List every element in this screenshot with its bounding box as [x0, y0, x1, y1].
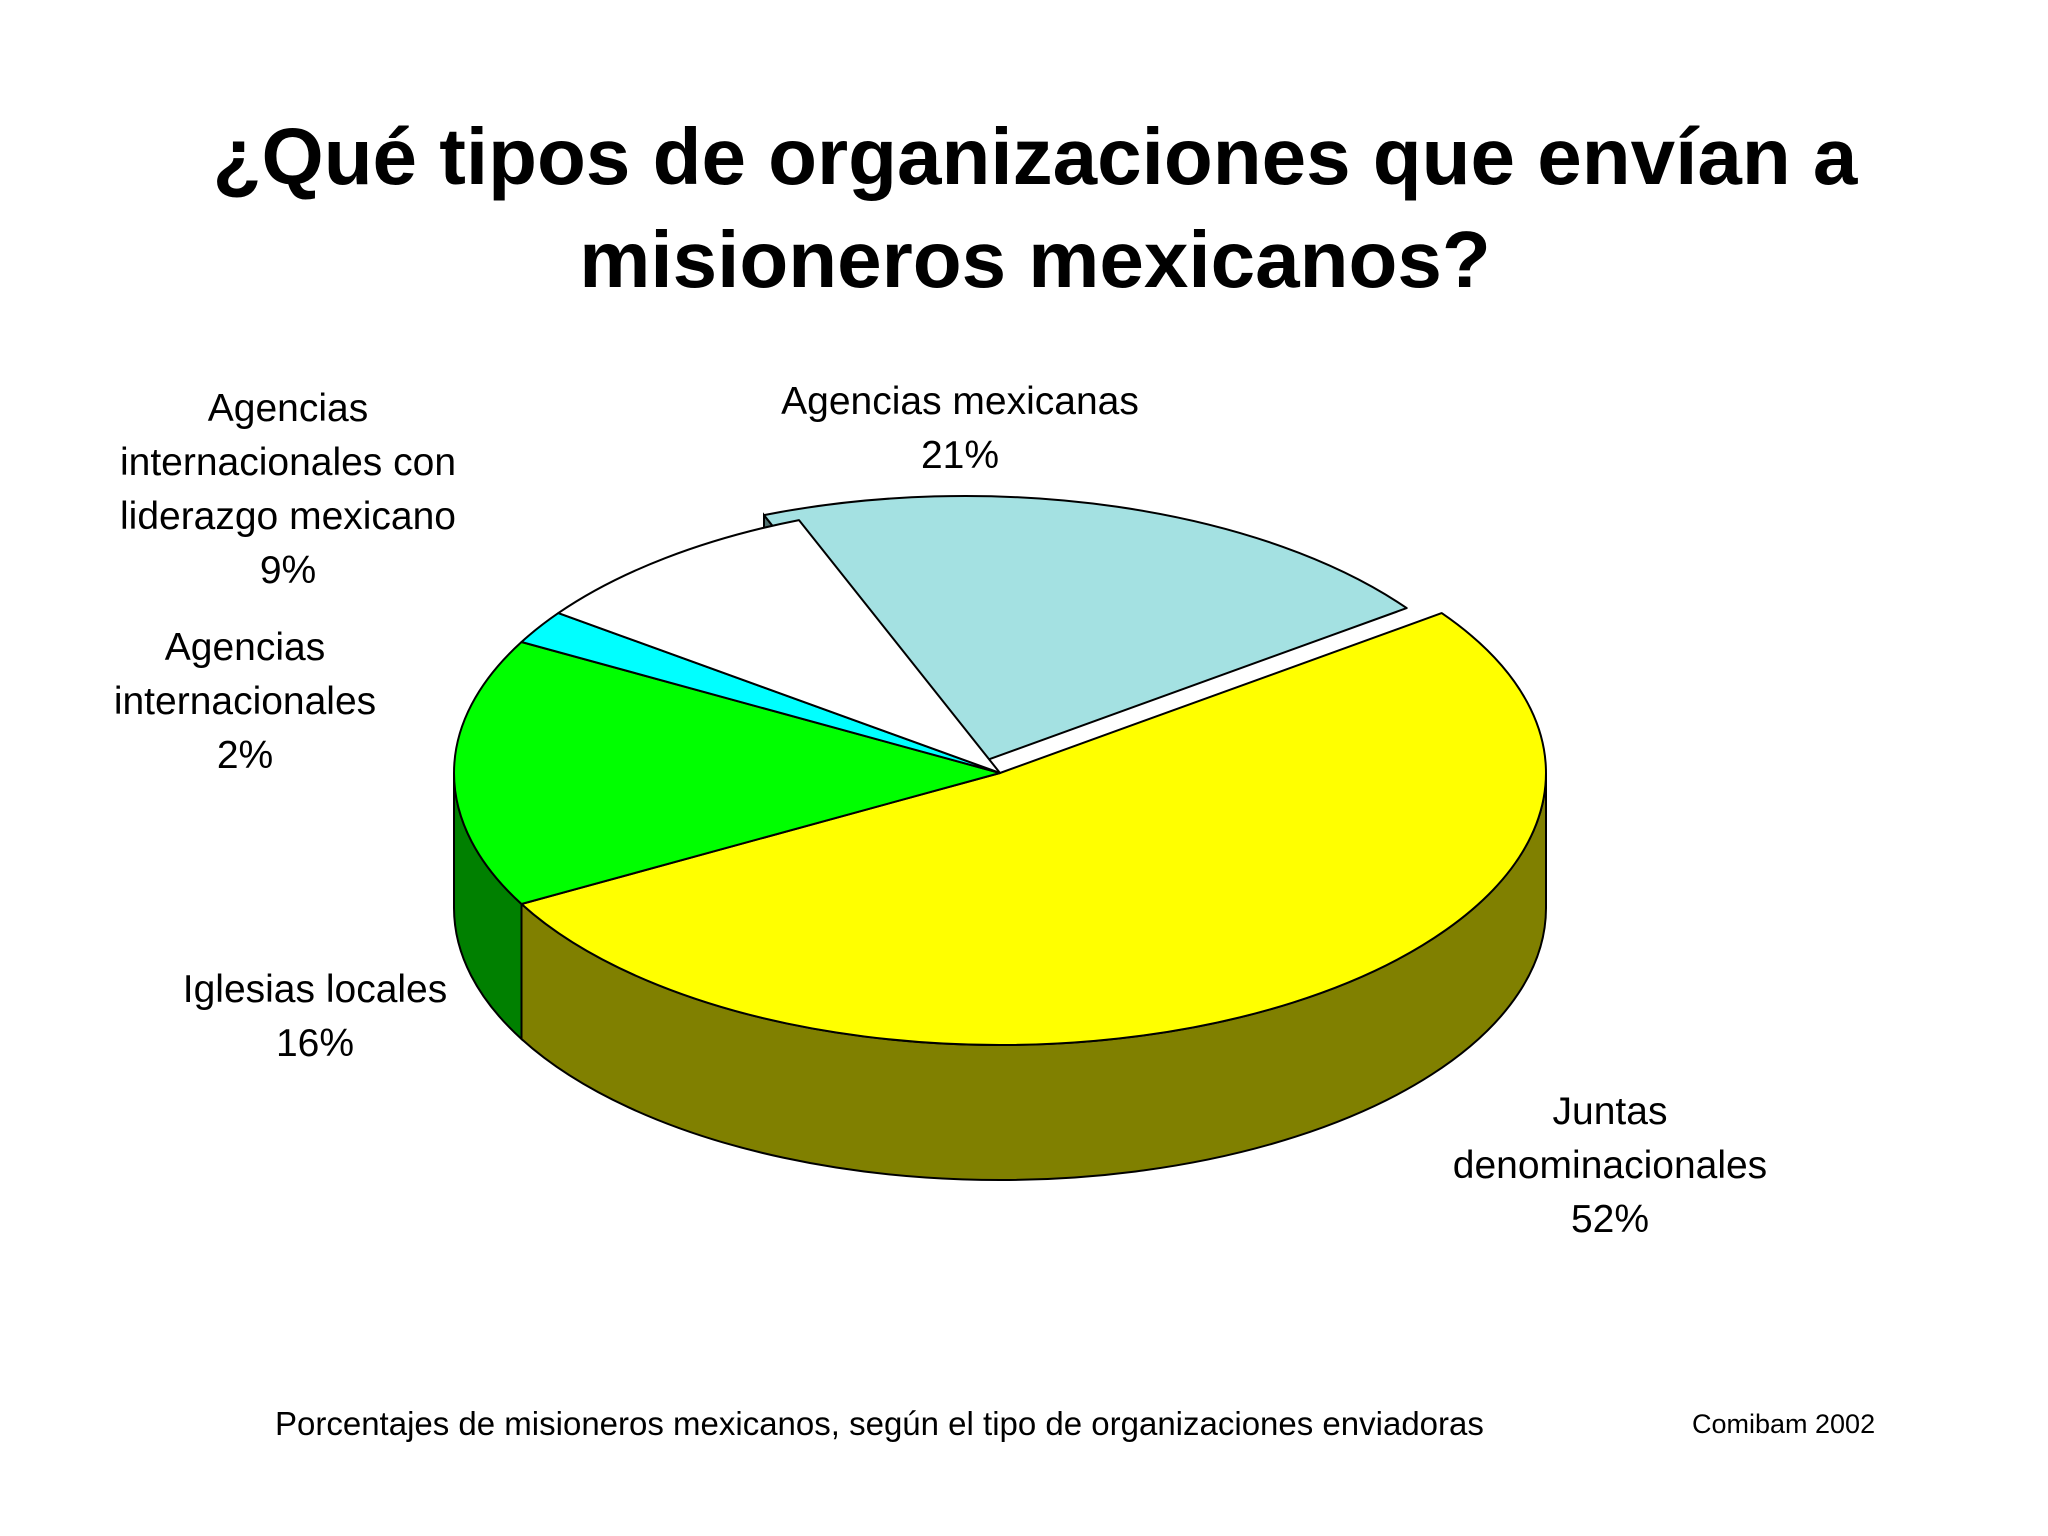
slice-value-label: 21% [920, 434, 1000, 477]
slice-label-agencias-liderazgo-mexicano: Agencias internacionales con liderazgo m… [98, 382, 478, 598]
slice-label-line: Iglesias locales [182, 968, 448, 1011]
slice-label-line: internacionales con [119, 441, 457, 484]
pie-slice-4-top [557, 519, 1001, 774]
slice-label-agencias-internacionales: Agencias internacionales 2% [80, 621, 410, 783]
slice-value-label: 9% [259, 549, 317, 592]
pie-slice-2-top [453, 641, 1001, 905]
slice-label-line: Agencias [164, 626, 326, 669]
slice-value-label: 52% [1570, 1198, 1650, 1241]
slice-value-label: 2% [216, 734, 274, 777]
slice-label-agencias-mexicanas: Agencias mexicanas 21% [740, 375, 1180, 483]
slice-label-line: denominacionales [1452, 1144, 1768, 1187]
chart-caption: Porcentajes de misioneros mexicanos, seg… [275, 1405, 1484, 1442]
slice-label-line: Agencias [207, 387, 369, 430]
slice-label-line: internacionales [113, 680, 377, 723]
chart-title-line-2: misioneros mexicanos? [579, 215, 1491, 304]
chart-title: ¿Qué tipos de organizaciones que envían … [0, 105, 2048, 311]
slice-label-line: Agencias mexicanas [781, 380, 1139, 423]
slice-label-line: liderazgo mexicano [119, 495, 456, 538]
chart-source: Comibam 2002 [1692, 1409, 1876, 1439]
slice-label-juntas-denominacionales: Juntas denominacionales 52% [1380, 1085, 1840, 1247]
slice-value-label: 16% [275, 1022, 355, 1065]
slice-label-line: Juntas [1552, 1090, 1668, 1133]
pie-slice-1-top [520, 612, 1547, 1046]
chart-title-line-1: ¿Qué tipos de organizaciones que envían … [212, 112, 1858, 201]
slice-label-iglesias-locales: Iglesias locales 16% [135, 963, 495, 1071]
